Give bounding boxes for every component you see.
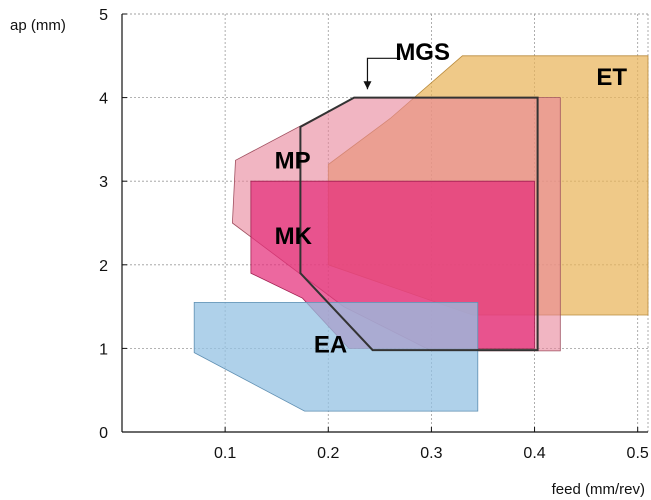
regions <box>193 55 649 412</box>
label-mgs: MGS <box>395 39 450 66</box>
label-mk: MK <box>275 223 313 250</box>
y-axis-title: ap (mm) <box>10 17 66 34</box>
region-ea <box>193 301 479 412</box>
x-tick-label: 0.3 <box>420 445 442 462</box>
y-tick-label: 5 <box>99 7 108 24</box>
outline-mgs <box>299 96 539 352</box>
axes <box>121 13 648 433</box>
y-tick-label: 2 <box>99 258 108 275</box>
label-mp: MP <box>275 148 311 175</box>
label-et: ET <box>596 64 627 91</box>
x-tick-label: 0.1 <box>214 445 236 462</box>
y-tick-label: 1 <box>99 341 108 358</box>
mgs-arrow-line <box>366 57 401 90</box>
y-tick-label: 0 <box>99 425 108 442</box>
y-tick-label: 3 <box>99 174 108 191</box>
tick-labels: 0.1 0.2 0.3 0.4 0.5 0 1 2 3 4 5 <box>99 7 649 462</box>
y-tick-label: 4 <box>99 91 108 108</box>
outlines <box>299 57 539 352</box>
x-tick-label: 0.5 <box>627 445 649 462</box>
mgs-arrowhead <box>363 81 372 90</box>
x-axis-title: feed (mm/rev) <box>552 481 645 498</box>
x-tick-label: 0.2 <box>317 445 339 462</box>
x-tick-label: 0.4 <box>523 445 545 462</box>
label-ea: EA <box>314 332 347 359</box>
region-labels: ET MP MK EA MGS <box>275 39 628 359</box>
